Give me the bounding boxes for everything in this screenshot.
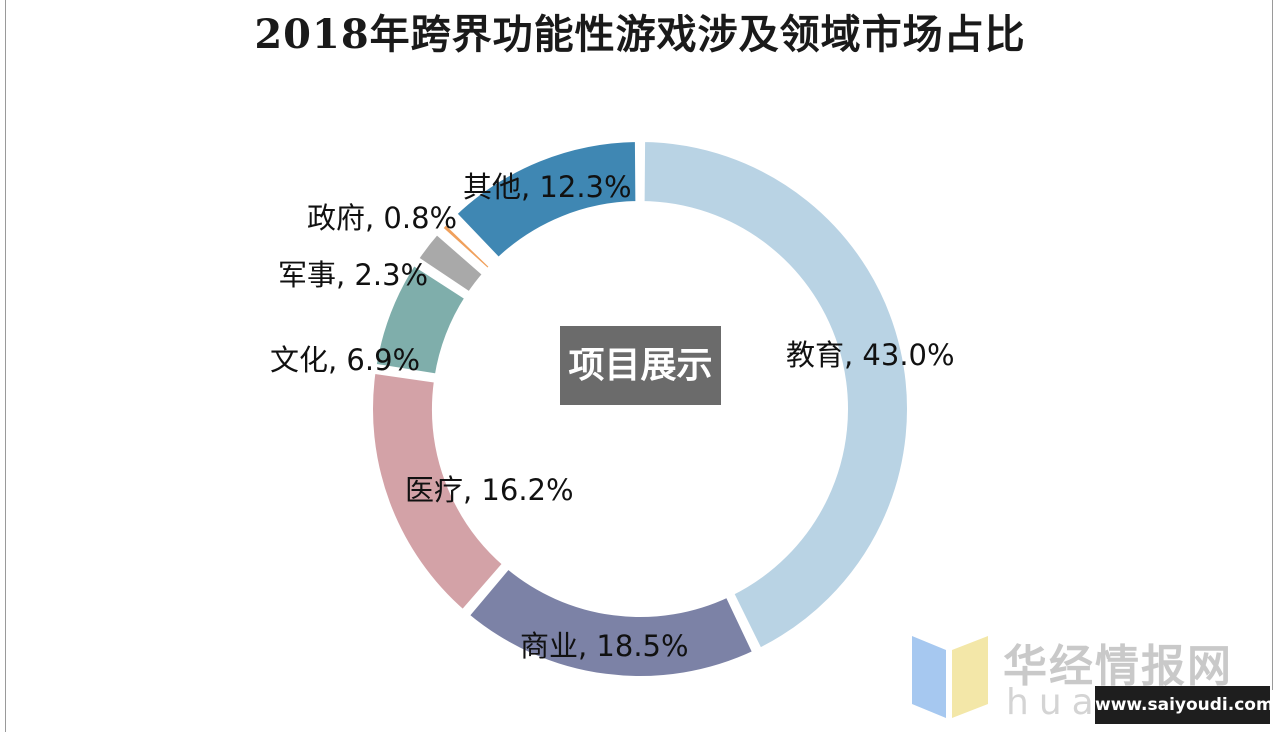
label-culture: 文化, 6.9% bbox=[270, 343, 420, 377]
brand-watermark-text: 华经情报网 bbox=[1003, 641, 1233, 692]
slice-unlabeled bbox=[444, 212, 501, 269]
slice-business bbox=[461, 561, 760, 682]
frame-border-right bbox=[1272, 0, 1273, 690]
slice-culture bbox=[369, 258, 473, 381]
project-showcase-badge: 项目展示 bbox=[560, 326, 721, 405]
chart-title: 2018年跨界功能性游戏涉及领域市场占比 bbox=[254, 11, 1026, 58]
site-url-tag: www.saiyoudi.com bbox=[1095, 686, 1274, 724]
label-other: 其他, 12.3% bbox=[463, 170, 632, 204]
brand-logo-icon bbox=[912, 636, 988, 718]
label-medical: 医疗, 16.2% bbox=[405, 473, 574, 507]
label-education: 教育, 43.0% bbox=[786, 338, 955, 372]
slice-education bbox=[638, 135, 914, 656]
slice-other bbox=[449, 135, 642, 265]
label-military: 军事, 2.3% bbox=[278, 258, 428, 292]
slice-medical bbox=[367, 367, 510, 618]
slice-military bbox=[411, 227, 490, 300]
frame-border-left bbox=[5, 0, 6, 732]
slice-government bbox=[435, 217, 497, 276]
label-business: 商业, 18.5% bbox=[520, 629, 689, 663]
label-government: 政府, 0.8% bbox=[307, 201, 457, 235]
